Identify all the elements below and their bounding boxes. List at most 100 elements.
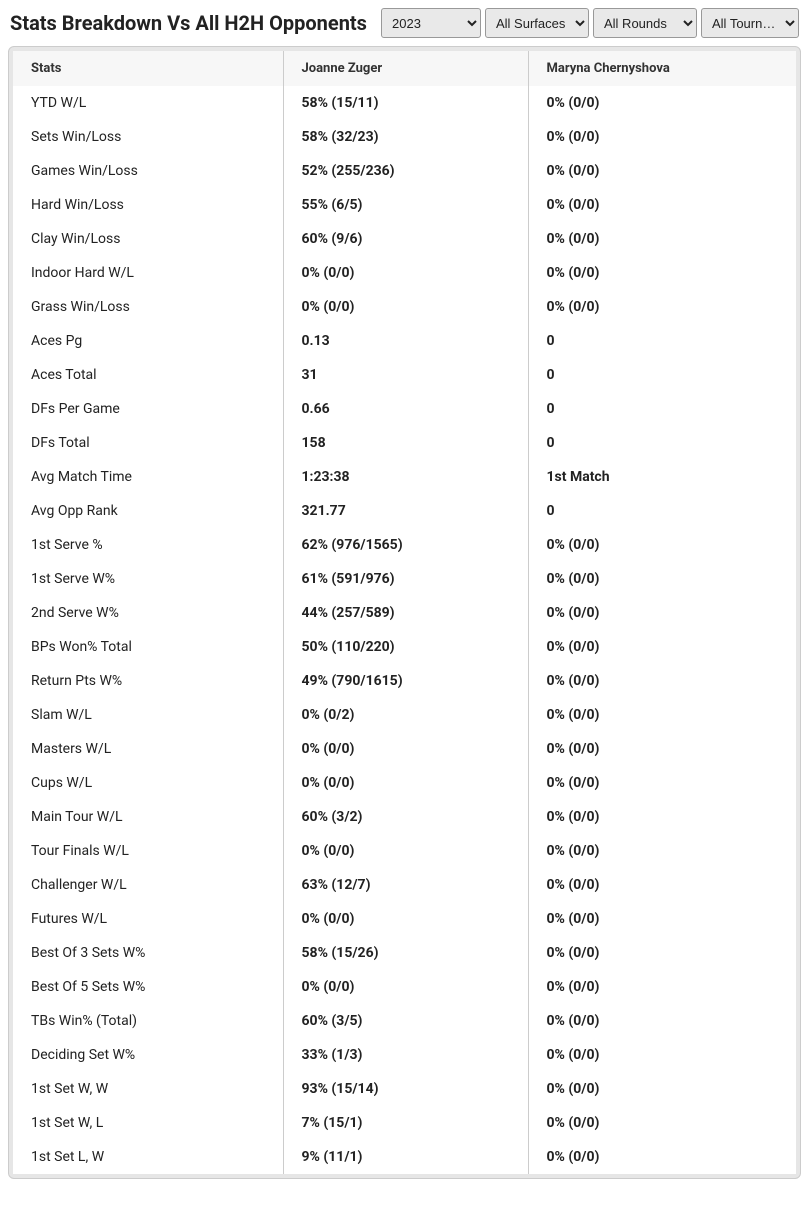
- tournament-filter[interactable]: All Tourn…: [701, 8, 799, 38]
- stat-value-cell: 0% (0/0): [528, 834, 796, 868]
- stat-name-cell: 1st Set W, W: [13, 1072, 283, 1106]
- stat-name-cell: Games Win/Loss: [13, 154, 283, 188]
- table-row: DFs Per Game0.660: [13, 392, 796, 426]
- stat-value-cell: 0% (0/0): [528, 970, 796, 1004]
- stat-value-cell: 0% (0/2): [283, 698, 528, 732]
- stat-value-cell: 0: [528, 324, 796, 358]
- table-row: 1st Serve W%61% (591/976)0% (0/0): [13, 562, 796, 596]
- table-row: Return Pts W%49% (790/1615)0% (0/0): [13, 664, 796, 698]
- stat-name-cell: 2nd Serve W%: [13, 596, 283, 630]
- stat-value-cell: 0% (0/0): [528, 154, 796, 188]
- table-row: Avg Opp Rank321.770: [13, 494, 796, 528]
- stat-name-cell: Best Of 5 Sets W%: [13, 970, 283, 1004]
- table-row: Best Of 3 Sets W%58% (15/26)0% (0/0): [13, 936, 796, 970]
- stat-value-cell: 0% (0/0): [528, 562, 796, 596]
- stat-name-cell: DFs Per Game: [13, 392, 283, 426]
- table-row: Futures W/L0% (0/0)0% (0/0): [13, 902, 796, 936]
- table-row: Best Of 5 Sets W%0% (0/0)0% (0/0): [13, 970, 796, 1004]
- table-row: Main Tour W/L60% (3/2)0% (0/0): [13, 800, 796, 834]
- content-area: Stats Joanne Zuger Maryna Chernyshova YT…: [0, 46, 809, 1189]
- stat-value-cell: 0% (0/0): [528, 630, 796, 664]
- stat-value-cell: 1st Match: [528, 460, 796, 494]
- stat-name-cell: BPs Won% Total: [13, 630, 283, 664]
- page-title: Stats Breakdown Vs All H2H Opponents: [10, 11, 367, 35]
- stat-name-cell: Masters W/L: [13, 732, 283, 766]
- stat-value-cell: 31: [283, 358, 528, 392]
- stat-name-cell: Return Pts W%: [13, 664, 283, 698]
- stat-value-cell: 0% (0/0): [283, 290, 528, 324]
- table-row: 1st Serve %62% (976/1565)0% (0/0): [13, 528, 796, 562]
- stat-value-cell: 158: [283, 426, 528, 460]
- stat-value-cell: 33% (1/3): [283, 1038, 528, 1072]
- table-header-row: Stats Joanne Zuger Maryna Chernyshova: [13, 51, 796, 86]
- stat-name-cell: Deciding Set W%: [13, 1038, 283, 1072]
- table-row: Tour Finals W/L0% (0/0)0% (0/0): [13, 834, 796, 868]
- stat-value-cell: 49% (790/1615): [283, 664, 528, 698]
- header-bar: Stats Breakdown Vs All H2H Opponents 202…: [0, 0, 809, 46]
- stat-name-cell: Main Tour W/L: [13, 800, 283, 834]
- stat-value-cell: 0% (0/0): [528, 528, 796, 562]
- filters-group: 2023 All Surfaces All Rounds All Tourn…: [381, 8, 799, 38]
- stat-value-cell: 0: [528, 358, 796, 392]
- stat-value-cell: 62% (976/1565): [283, 528, 528, 562]
- stat-name-cell: Clay Win/Loss: [13, 222, 283, 256]
- stat-value-cell: 0: [528, 494, 796, 528]
- stat-name-cell: 1st Set L, W: [13, 1140, 283, 1174]
- stat-name-cell: Tour Finals W/L: [13, 834, 283, 868]
- stat-name-cell: Grass Win/Loss: [13, 290, 283, 324]
- stat-name-cell: 1st Serve %: [13, 528, 283, 562]
- table-row: Aces Total310: [13, 358, 796, 392]
- rounds-filter[interactable]: All Rounds: [593, 8, 697, 38]
- stat-value-cell: 0% (0/0): [528, 698, 796, 732]
- stat-value-cell: 60% (3/2): [283, 800, 528, 834]
- stat-name-cell: YTD W/L: [13, 86, 283, 120]
- stat-name-cell: Hard Win/Loss: [13, 188, 283, 222]
- stat-name-cell: Avg Opp Rank: [13, 494, 283, 528]
- stat-value-cell: 0% (0/0): [528, 290, 796, 324]
- stat-value-cell: 58% (15/26): [283, 936, 528, 970]
- table-row: YTD W/L58% (15/11)0% (0/0): [13, 86, 796, 120]
- table-row: Indoor Hard W/L0% (0/0)0% (0/0): [13, 256, 796, 290]
- stat-value-cell: 0% (0/0): [283, 732, 528, 766]
- stat-name-cell: Avg Match Time: [13, 460, 283, 494]
- stat-value-cell: 50% (110/220): [283, 630, 528, 664]
- stat-value-cell: 0% (0/0): [528, 1140, 796, 1174]
- stat-value-cell: 0% (0/0): [528, 188, 796, 222]
- table-row: TBs Win% (Total)60% (3/5)0% (0/0): [13, 1004, 796, 1038]
- stat-value-cell: 0% (0/0): [528, 1038, 796, 1072]
- stat-value-cell: 0% (0/0): [528, 664, 796, 698]
- table-row: 2nd Serve W%44% (257/589)0% (0/0): [13, 596, 796, 630]
- stat-value-cell: 0% (0/0): [283, 766, 528, 800]
- stat-value-cell: 52% (255/236): [283, 154, 528, 188]
- stat-value-cell: 321.77: [283, 494, 528, 528]
- stat-value-cell: 58% (32/23): [283, 120, 528, 154]
- table-row: Hard Win/Loss55% (6/5)0% (0/0): [13, 188, 796, 222]
- stat-name-cell: 1st Set W, L: [13, 1106, 283, 1140]
- stat-value-cell: 0: [528, 392, 796, 426]
- stat-value-cell: 0% (0/0): [528, 732, 796, 766]
- stat-value-cell: 0% (0/0): [283, 902, 528, 936]
- stat-value-cell: 0% (0/0): [528, 766, 796, 800]
- stat-value-cell: 58% (15/11): [283, 86, 528, 120]
- table-row: BPs Won% Total50% (110/220)0% (0/0): [13, 630, 796, 664]
- stat-name-cell: Indoor Hard W/L: [13, 256, 283, 290]
- stats-container: Stats Joanne Zuger Maryna Chernyshova YT…: [8, 46, 801, 1179]
- stat-value-cell: 0% (0/0): [283, 970, 528, 1004]
- stat-name-cell: Challenger W/L: [13, 868, 283, 902]
- stat-value-cell: 0: [528, 426, 796, 460]
- table-row: Avg Match Time1:23:381st Match: [13, 460, 796, 494]
- table-row: Grass Win/Loss0% (0/0)0% (0/0): [13, 290, 796, 324]
- stat-value-cell: 1:23:38: [283, 460, 528, 494]
- stat-value-cell: 0% (0/0): [528, 902, 796, 936]
- table-row: DFs Total1580: [13, 426, 796, 460]
- stat-name-cell: Slam W/L: [13, 698, 283, 732]
- stat-value-cell: 0% (0/0): [528, 256, 796, 290]
- table-row: Deciding Set W%33% (1/3)0% (0/0): [13, 1038, 796, 1072]
- column-header-player1: Joanne Zuger: [283, 51, 528, 86]
- table-row: Cups W/L0% (0/0)0% (0/0): [13, 766, 796, 800]
- year-filter[interactable]: 2023: [381, 8, 481, 38]
- stat-value-cell: 63% (12/7): [283, 868, 528, 902]
- surface-filter[interactable]: All Surfaces: [485, 8, 589, 38]
- stat-value-cell: 60% (9/6): [283, 222, 528, 256]
- stat-value-cell: 9% (11/1): [283, 1140, 528, 1174]
